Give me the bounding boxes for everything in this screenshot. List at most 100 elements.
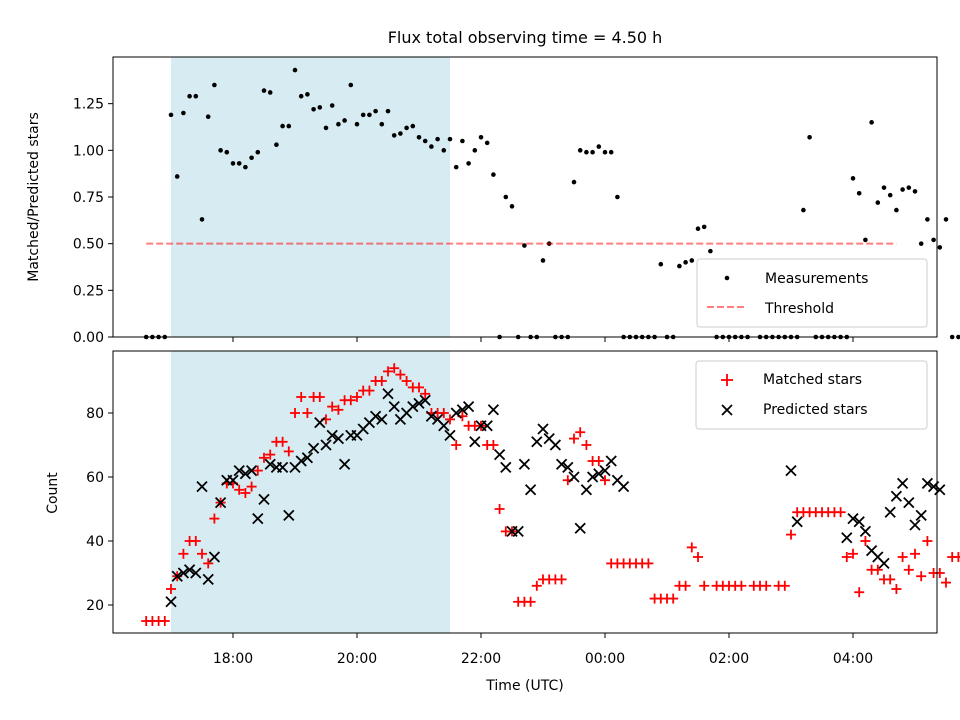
predicted-star-marker bbox=[512, 525, 524, 538]
matched-star-marker bbox=[246, 481, 257, 492]
predicted-star-marker bbox=[425, 410, 438, 422]
predicted-star-marker bbox=[462, 400, 475, 413]
matched-star-marker bbox=[556, 574, 567, 585]
matched-star-marker bbox=[283, 446, 294, 457]
predicted-star-marker bbox=[276, 461, 289, 474]
matched-star-marker bbox=[916, 571, 927, 582]
matched-star-marker bbox=[240, 488, 251, 498]
measurement-point bbox=[956, 334, 960, 340]
measurement-point bbox=[236, 161, 242, 166]
matched-star-marker bbox=[252, 465, 263, 476]
predicted-star-marker bbox=[469, 436, 481, 448]
y-tick-label: 0.50 bbox=[73, 237, 104, 253]
predicted-star-marker bbox=[884, 506, 896, 518]
predicted-star-marker bbox=[314, 416, 326, 429]
matched-star-marker bbox=[333, 404, 344, 415]
matched-star-marker bbox=[891, 584, 902, 594]
matched-star-marker bbox=[525, 596, 536, 607]
measurement-point bbox=[708, 248, 713, 254]
predicted-star-marker bbox=[549, 439, 562, 451]
top-legend-box bbox=[696, 258, 928, 328]
y-tick-label: 0.75 bbox=[73, 190, 104, 206]
measurement-point bbox=[230, 161, 236, 166]
x-tick-label: 22:00 bbox=[461, 651, 501, 667]
y-tick-label: 60 bbox=[86, 470, 104, 486]
matched-star-marker bbox=[835, 507, 846, 518]
predicted-star-marker bbox=[580, 484, 593, 496]
bottom-y-ticks: 20 40 60 80 bbox=[86, 406, 113, 614]
measurement-point bbox=[491, 172, 496, 177]
measurement-point bbox=[255, 149, 261, 155]
measurement-point bbox=[367, 112, 372, 118]
predicted-star-points bbox=[165, 388, 946, 608]
measurement-point bbox=[503, 194, 509, 200]
predicted-star-marker bbox=[307, 442, 320, 454]
matched-star-marker bbox=[376, 376, 387, 386]
top-y-axis-label: Matched/Predicted stars bbox=[26, 112, 42, 282]
matched-star-marker bbox=[389, 363, 400, 374]
predicted-star-marker bbox=[921, 477, 934, 490]
matched-star-marker bbox=[314, 392, 325, 402]
matched-star-marker bbox=[290, 408, 300, 418]
predicted-star-marker bbox=[183, 564, 196, 576]
measurement-points bbox=[143, 67, 960, 340]
measurement-point bbox=[391, 133, 397, 138]
predicted-star-marker bbox=[214, 496, 227, 509]
predicted-star-marker bbox=[915, 509, 927, 522]
measurement-point bbox=[683, 260, 688, 265]
measurement-point bbox=[931, 237, 936, 243]
matched-star-marker bbox=[593, 456, 604, 466]
measurement-point bbox=[577, 148, 583, 153]
measurement-point bbox=[472, 148, 478, 153]
matched-star-marker bbox=[903, 564, 914, 575]
predicted-star-marker bbox=[500, 461, 512, 474]
measurement-point bbox=[286, 123, 292, 129]
measurement-point bbox=[596, 144, 602, 149]
measurement-point bbox=[571, 179, 577, 185]
predicted-star-marker bbox=[171, 570, 183, 582]
predicted-star-marker bbox=[326, 429, 338, 442]
measurement-point bbox=[912, 189, 918, 194]
matched-star-marker bbox=[736, 580, 747, 591]
matched-star-marker bbox=[786, 529, 796, 540]
measurement-point bbox=[249, 155, 254, 161]
matched-star-marker bbox=[581, 440, 592, 450]
matched-star-marker bbox=[445, 414, 455, 425]
top-legend: Measurements Threshold bbox=[696, 258, 928, 328]
matched-star-marker bbox=[934, 568, 945, 578]
matched-star-marker bbox=[841, 552, 852, 562]
measurement-point bbox=[292, 67, 298, 73]
measurement-point bbox=[460, 138, 465, 144]
measurement-point bbox=[435, 136, 440, 142]
measurement-point bbox=[193, 93, 199, 99]
x-axis-label: Time (UTC) bbox=[485, 678, 563, 694]
measurement-point bbox=[807, 134, 812, 140]
matched-star-marker bbox=[190, 536, 201, 546]
measurement-point bbox=[280, 123, 285, 129]
measurement-point bbox=[466, 161, 471, 166]
predicted-star-marker bbox=[338, 458, 351, 470]
predicted-star-marker bbox=[444, 429, 456, 442]
measurement-point bbox=[695, 226, 701, 232]
x-tick-label: 04:00 bbox=[833, 651, 873, 667]
measurement-point bbox=[701, 224, 707, 230]
y-tick-label: 0.00 bbox=[73, 330, 104, 346]
predicted-star-marker bbox=[574, 522, 586, 534]
predicted-star-marker bbox=[593, 468, 605, 480]
measurement-point bbox=[274, 142, 279, 148]
measurement-point bbox=[801, 207, 806, 213]
bottom-x-ticks: 18:00 20:00 22:00 00:00 02:00 04:00 bbox=[213, 633, 873, 667]
measurement-point bbox=[205, 114, 211, 120]
measurement-point bbox=[658, 261, 664, 267]
predicted-star-marker bbox=[841, 532, 853, 544]
measurement-point bbox=[323, 125, 329, 131]
matched-star-marker bbox=[761, 580, 772, 591]
matched-star-marker bbox=[414, 382, 424, 393]
measurement-point bbox=[416, 134, 422, 140]
measurement-point bbox=[441, 148, 447, 153]
predicted-star-marker bbox=[202, 573, 214, 586]
measurement-point bbox=[677, 263, 682, 269]
measurement-point bbox=[478, 134, 484, 140]
predicted-star-marker bbox=[493, 448, 506, 461]
measurement-point bbox=[447, 136, 453, 142]
